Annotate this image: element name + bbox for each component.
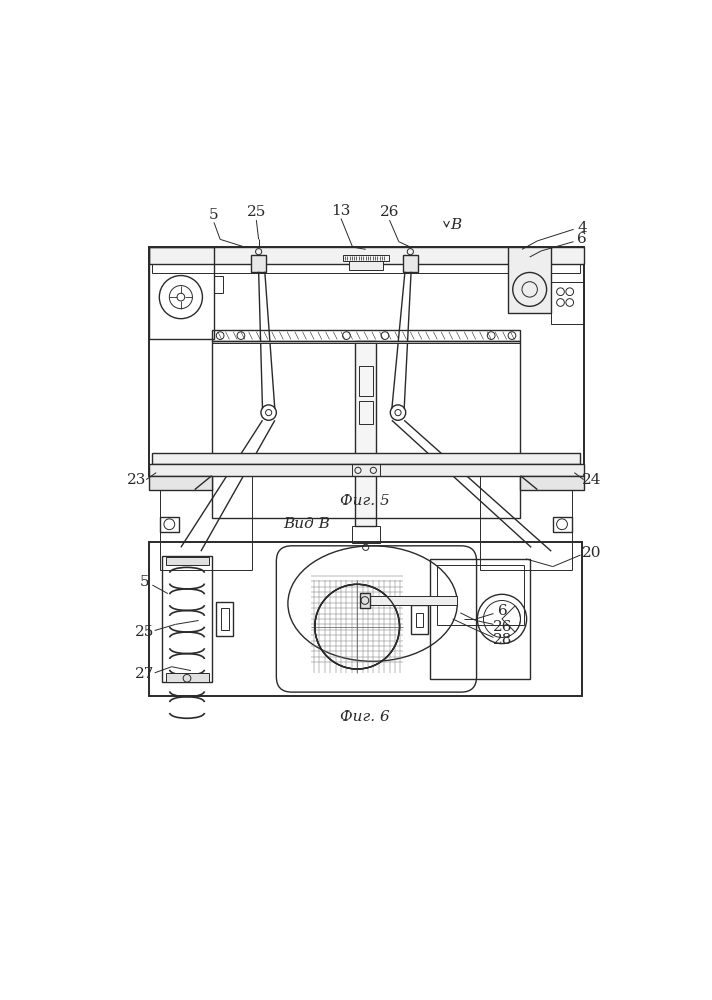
Text: 26: 26: [493, 620, 513, 634]
Bar: [166, 673, 209, 682]
Bar: [359, 366, 372, 396]
Bar: [342, 255, 389, 261]
Text: 13: 13: [331, 204, 351, 218]
Bar: [411, 605, 428, 634]
Text: 28: 28: [493, 633, 513, 647]
Bar: [211, 330, 520, 341]
Bar: [251, 255, 266, 272]
Text: 25: 25: [246, 205, 266, 219]
Bar: [211, 341, 520, 518]
Text: 25: 25: [135, 625, 155, 639]
Text: Фиг. 5: Фиг. 5: [340, 494, 389, 508]
Bar: [402, 255, 418, 272]
Bar: [508, 247, 551, 312]
Bar: [551, 282, 584, 324]
Bar: [355, 341, 377, 526]
Text: 24: 24: [582, 473, 601, 487]
Bar: [149, 247, 214, 339]
Text: 5: 5: [209, 208, 219, 222]
Text: Фиг. 6: Фиг. 6: [340, 710, 389, 724]
Bar: [360, 593, 370, 608]
Text: 26: 26: [379, 205, 399, 219]
Text: 4: 4: [577, 221, 587, 235]
Bar: [149, 476, 211, 490]
Text: 27: 27: [135, 667, 155, 681]
Bar: [214, 276, 224, 293]
Text: 20: 20: [582, 546, 601, 560]
Text: 5: 5: [140, 575, 150, 589]
Bar: [430, 559, 530, 679]
Bar: [416, 613, 424, 627]
Bar: [162, 556, 212, 682]
Text: В: В: [450, 218, 461, 232]
Text: 23: 23: [127, 473, 147, 487]
Bar: [520, 476, 584, 490]
Bar: [553, 517, 572, 532]
Bar: [480, 470, 572, 570]
Bar: [359, 401, 372, 424]
Bar: [152, 264, 580, 273]
Bar: [149, 247, 584, 476]
Bar: [160, 470, 253, 570]
Bar: [216, 602, 234, 636]
Text: Вид В: Вид В: [283, 517, 330, 531]
Bar: [166, 557, 209, 565]
Bar: [349, 261, 382, 270]
Bar: [160, 517, 179, 532]
Bar: [149, 464, 584, 476]
Bar: [149, 247, 584, 264]
Bar: [352, 526, 379, 543]
Bar: [361, 596, 457, 605]
Bar: [221, 608, 229, 630]
Text: 6: 6: [498, 604, 508, 618]
Bar: [149, 542, 582, 696]
Bar: [211, 341, 520, 343]
Bar: [436, 565, 524, 625]
Text: 6: 6: [577, 232, 587, 246]
Bar: [352, 464, 379, 476]
Bar: [152, 453, 580, 464]
